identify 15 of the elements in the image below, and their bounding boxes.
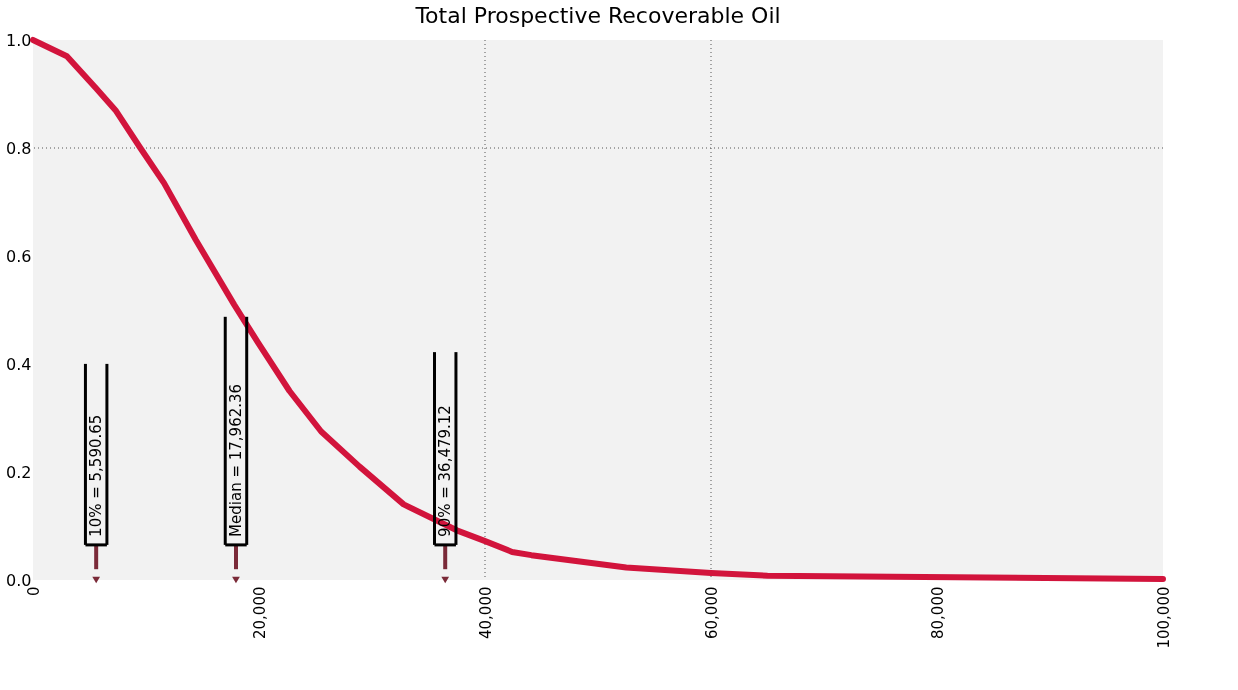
x-tick-label: 80,000 (928, 586, 947, 639)
x-tick-label: 40,000 (476, 586, 495, 639)
y-tick-label: 1.0 (6, 30, 32, 50)
y-tick-label: 0.4 (6, 354, 32, 374)
annotation: 10% = 5,590.65 (87, 414, 106, 537)
chart-title: Total Prospective Recoverable Oil (414, 3, 781, 28)
annotation: Median = 17,962.36 (226, 383, 245, 537)
x-tick-label: 0 (24, 586, 43, 597)
annotation: 90% = 36,479.12 (436, 405, 455, 537)
y-tick-label: 0.2 (6, 462, 32, 482)
y-tick-label: 0.6 (6, 246, 32, 266)
x-tick-label: 100,000 (1154, 586, 1173, 649)
x-tick-label: 20,000 (250, 586, 269, 639)
y-tick-label: 0.8 (6, 138, 32, 158)
x-tick-label: 60,000 (702, 586, 721, 639)
